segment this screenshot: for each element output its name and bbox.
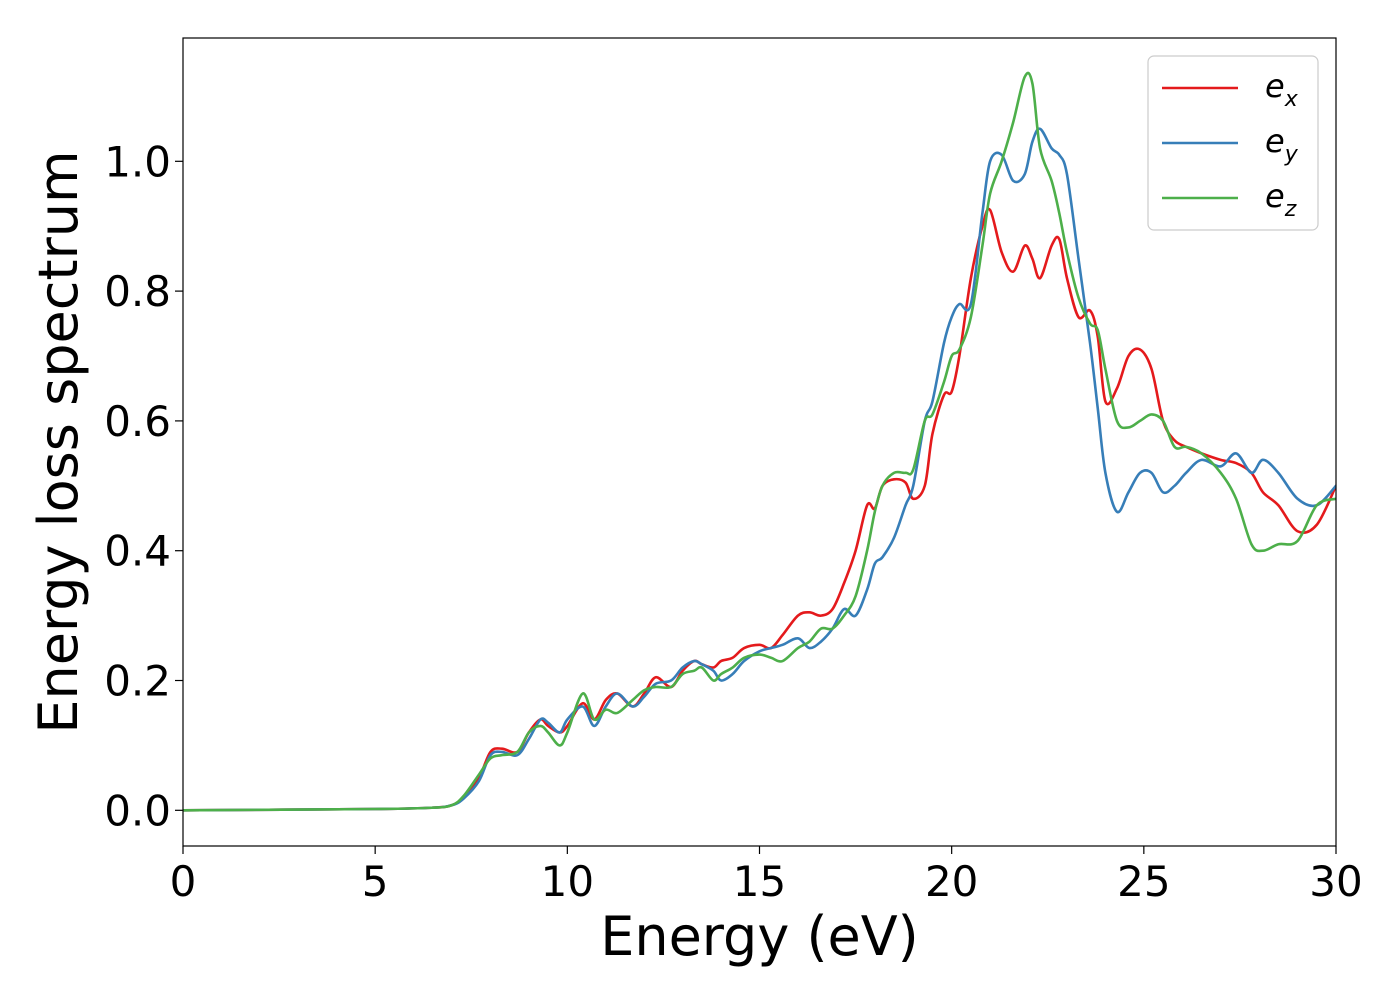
y-tick-label: 0.2: [104, 657, 171, 706]
plot-area: [183, 38, 1336, 846]
x-tick-label: 25: [1117, 857, 1170, 906]
legend-label-z: ez: [1265, 177, 1297, 222]
x-tick-label: 30: [1309, 857, 1362, 906]
legend: ex ey ez: [1147, 55, 1319, 231]
y-axis: 0.0 0.2 0.4 0.6 0.8 1.0: [104, 137, 183, 835]
y-tick-label: 0.6: [104, 397, 171, 446]
y-tick-label: 0.0: [104, 786, 171, 835]
y-tick-label: 0.8: [104, 267, 171, 316]
y-axis-title: Energy loss spectrum: [27, 150, 90, 733]
x-axis: 0 5 10 15 20 25 30: [170, 846, 1363, 906]
series-line-y: [183, 127, 1336, 812]
x-tick-label: 10: [541, 857, 594, 906]
series-line-z: [183, 71, 1336, 812]
y-tick-label: 1.0: [104, 137, 171, 186]
x-tick-label: 15: [733, 857, 786, 906]
x-tick-label: 0: [170, 857, 197, 906]
legend-label-x: ex: [1265, 67, 1299, 112]
legend-label-y: ey: [1265, 122, 1299, 167]
x-axis-title: Energy (eV): [600, 905, 919, 968]
series-layer: [183, 71, 1336, 812]
x-tick-label: 5: [362, 857, 389, 906]
y-tick-label: 0.4: [104, 527, 171, 576]
x-tick-label: 20: [925, 857, 978, 906]
